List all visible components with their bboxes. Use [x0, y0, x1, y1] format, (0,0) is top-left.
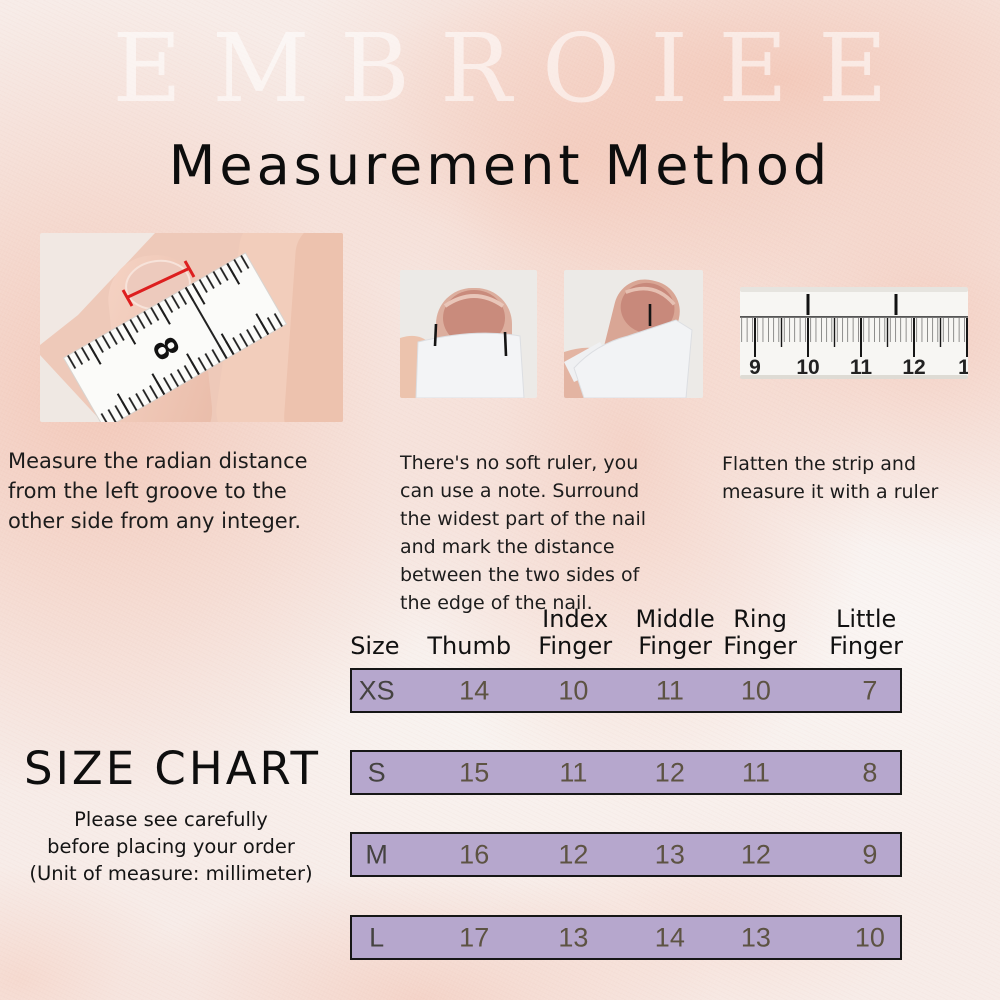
- ruler-edge-line: [740, 316, 968, 318]
- value-cell: 11: [741, 757, 770, 787]
- tape-ticks-large: [63, 252, 287, 422]
- value-cell: 10: [740, 675, 771, 705]
- size-cell: XS: [358, 675, 395, 705]
- size-row-s: S 15 11 12 11 8: [350, 750, 902, 795]
- ruler-top-shade: [740, 287, 968, 292]
- size-chart-subtitle: Please see carefully before placing your…: [29, 808, 313, 885]
- size-table-header: Size Thumb Index Finger Middle Finger Ri…: [350, 602, 904, 662]
- value-cell: 14: [459, 675, 490, 705]
- ruler-number: 11: [850, 356, 873, 379]
- header-index-finger: Index Finger: [538, 605, 613, 660]
- value-cell: 7: [862, 675, 878, 705]
- size-row-l: L 17 13 14 13 10: [350, 915, 902, 960]
- photo2b-nail-rim: [625, 286, 676, 306]
- photo2b-nail: [620, 282, 675, 334]
- step3-caption: Flatten the strip and measure it with a …: [722, 453, 939, 503]
- value-cell: 15: [459, 757, 490, 787]
- photo1-other-finger2: [284, 233, 343, 422]
- header-middle-finger: Middle Finger: [635, 605, 715, 660]
- value-cell: 8: [862, 757, 878, 787]
- value-cell: 13: [740, 922, 771, 952]
- value-cell: 16: [459, 839, 490, 869]
- size-row-xs: XS 14 10 11 10 7: [350, 668, 902, 713]
- value-cell: 10: [854, 922, 885, 952]
- photo-finger-with-tape: 8: [40, 233, 343, 422]
- photo1-light-corner2: [40, 355, 102, 422]
- step1-caption: Measure the radian distance from the lef…: [8, 449, 308, 533]
- soft-ruler-tape: 8: [62, 252, 288, 422]
- value-cell: 9: [862, 839, 878, 869]
- value-cell: 10: [558, 675, 589, 705]
- red-measure-line: [121, 260, 196, 307]
- photo-nail-note-front: [400, 270, 537, 398]
- ruler-number: 12: [902, 356, 925, 379]
- photo2a-paper-note: [415, 332, 525, 398]
- ruler-numbers: 9 10 11 12 1: [749, 356, 968, 379]
- photo2a-nail-rim: [443, 294, 505, 308]
- value-cell: 14: [654, 922, 685, 952]
- size-cell: L: [369, 922, 385, 952]
- value-cell: 11: [655, 675, 684, 705]
- value-cell: 17: [459, 922, 490, 952]
- tape-printed-line: [184, 286, 228, 360]
- value-cell: 13: [654, 839, 685, 869]
- ruler-mm-ticks: [740, 318, 968, 342]
- value-cell: 12: [558, 839, 589, 869]
- photo2a-left-mark: [433, 323, 438, 347]
- photo-nail-note-side: [564, 270, 703, 398]
- value-cell: 13: [558, 922, 589, 952]
- value-cell: 12: [654, 757, 685, 787]
- brand-watermark: EMBROIEE: [112, 14, 918, 124]
- page-title: Measurement Method: [168, 134, 832, 197]
- value-cell: 11: [559, 757, 588, 787]
- ruler-cm-ticks: [754, 318, 968, 357]
- ruler-number: 9: [749, 356, 761, 379]
- value-cell: 12: [740, 839, 771, 869]
- ruler-number: 10: [796, 356, 819, 379]
- header-ring-finger: Ring Finger: [723, 605, 798, 660]
- photo1-light-corner: [40, 233, 155, 345]
- photo-ruler: 9 10 11 12 1: [740, 287, 968, 379]
- header-little-finger: Little Finger: [829, 605, 904, 660]
- header-size: Size: [350, 632, 400, 660]
- photo2b-paper-note: [573, 319, 693, 398]
- size-row-m: M 16 12 13 12 9: [350, 832, 902, 877]
- step2-caption: There's no soft ruler, you can use a not…: [400, 452, 646, 614]
- photo2a-right-mark: [503, 331, 508, 357]
- ruler-number: 1: [958, 356, 968, 379]
- photo2a-nail: [443, 290, 505, 346]
- size-cell: S: [367, 757, 386, 787]
- ruler-bottom-shade: [740, 375, 968, 379]
- header-thumb: Thumb: [427, 632, 512, 660]
- size-chart-heading: SIZE CHART: [24, 742, 321, 795]
- size-cell: M: [365, 839, 388, 869]
